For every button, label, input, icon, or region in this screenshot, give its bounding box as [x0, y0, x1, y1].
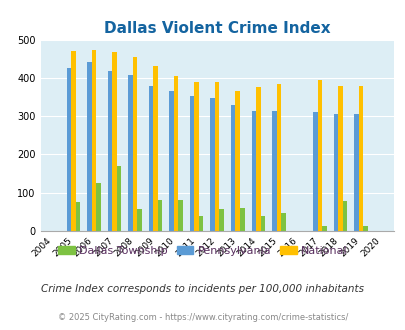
Bar: [280, 213, 285, 231]
Bar: [198, 216, 203, 231]
Bar: [107, 71, 112, 231]
Title: Dallas Violent Crime Index: Dallas Violent Crime Index: [104, 21, 330, 36]
Bar: [312, 112, 317, 231]
Bar: [75, 202, 80, 231]
Bar: [66, 68, 71, 231]
Bar: [321, 226, 326, 231]
Bar: [317, 80, 321, 231]
Bar: [210, 98, 214, 231]
Bar: [87, 62, 92, 231]
Bar: [71, 51, 75, 231]
Bar: [271, 111, 276, 231]
Bar: [251, 111, 256, 231]
Bar: [235, 90, 239, 231]
Bar: [173, 76, 178, 231]
Legend: Dallas Township, Pennsylvania, National: Dallas Township, Pennsylvania, National: [53, 242, 352, 260]
Text: © 2025 CityRating.com - https://www.cityrating.com/crime-statistics/: © 2025 CityRating.com - https://www.city…: [58, 313, 347, 322]
Bar: [214, 82, 219, 231]
Bar: [112, 52, 117, 231]
Bar: [96, 183, 100, 231]
Bar: [358, 85, 362, 231]
Bar: [132, 57, 137, 231]
Bar: [117, 166, 121, 231]
Bar: [149, 85, 153, 231]
Bar: [239, 208, 244, 231]
Bar: [169, 90, 173, 231]
Bar: [153, 66, 158, 231]
Bar: [128, 75, 132, 231]
Bar: [260, 216, 264, 231]
Bar: [256, 87, 260, 231]
Bar: [353, 114, 358, 231]
Bar: [362, 226, 367, 231]
Text: Crime Index corresponds to incidents per 100,000 inhabitants: Crime Index corresponds to incidents per…: [41, 284, 364, 294]
Bar: [337, 85, 342, 231]
Bar: [342, 201, 346, 231]
Bar: [178, 200, 183, 231]
Bar: [190, 96, 194, 231]
Bar: [230, 105, 235, 231]
Bar: [92, 50, 96, 231]
Bar: [137, 209, 141, 231]
Bar: [219, 209, 224, 231]
Bar: [158, 200, 162, 231]
Bar: [333, 114, 337, 231]
Bar: [276, 84, 280, 231]
Bar: [194, 82, 198, 231]
